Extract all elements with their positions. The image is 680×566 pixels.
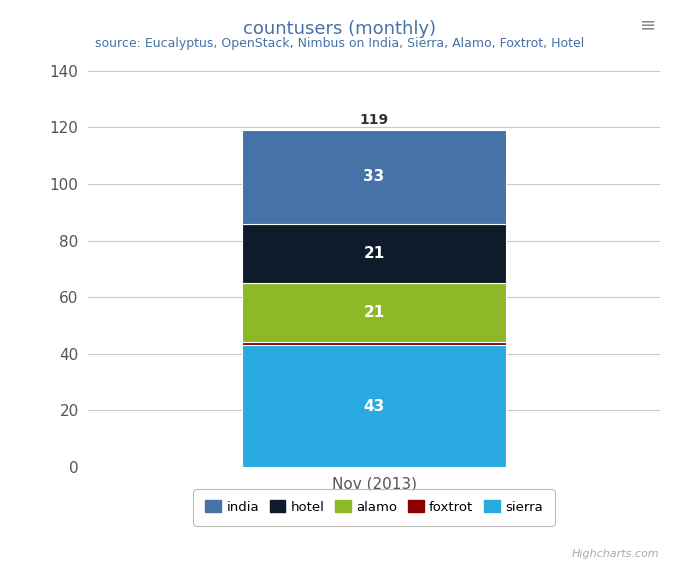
Text: ≡: ≡ [640,16,656,35]
Text: 1: 1 [515,336,525,351]
Bar [242,283,506,342]
Text: 119: 119 [360,113,388,127]
Legend: india, hotel, alamo, foxtrot, sierra: india, hotel, alamo, foxtrot, sierra [197,492,551,522]
Bar [242,130,506,224]
Bar [242,224,506,283]
Bar [242,345,506,467]
Text: countusers (monthly): countusers (monthly) [243,20,437,38]
Text: source: Eucalyptus, OpenStack, Nimbus on India, Sierra, Alamo, Foxtrot, Hotel: source: Eucalyptus, OpenStack, Nimbus on… [95,37,585,50]
Text: 21: 21 [363,246,385,261]
Text: 33: 33 [363,169,385,185]
Text: 21: 21 [363,305,385,320]
Text: 43: 43 [363,398,385,414]
Text: Highcharts.com: Highcharts.com [572,549,660,559]
Bar [242,342,506,345]
